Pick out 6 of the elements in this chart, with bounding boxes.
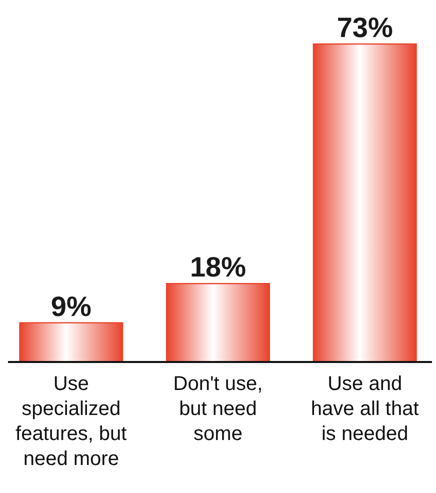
x-tick-label: Use specialized features, but need more xyxy=(16,373,128,470)
data-label: 18% xyxy=(190,252,246,283)
data-label: 9% xyxy=(50,290,92,322)
x-tick-label: Don't use, but need some xyxy=(173,373,263,445)
x-tick-label: Use and have all that is needed xyxy=(310,373,420,445)
data-label: 73% xyxy=(336,12,393,43)
